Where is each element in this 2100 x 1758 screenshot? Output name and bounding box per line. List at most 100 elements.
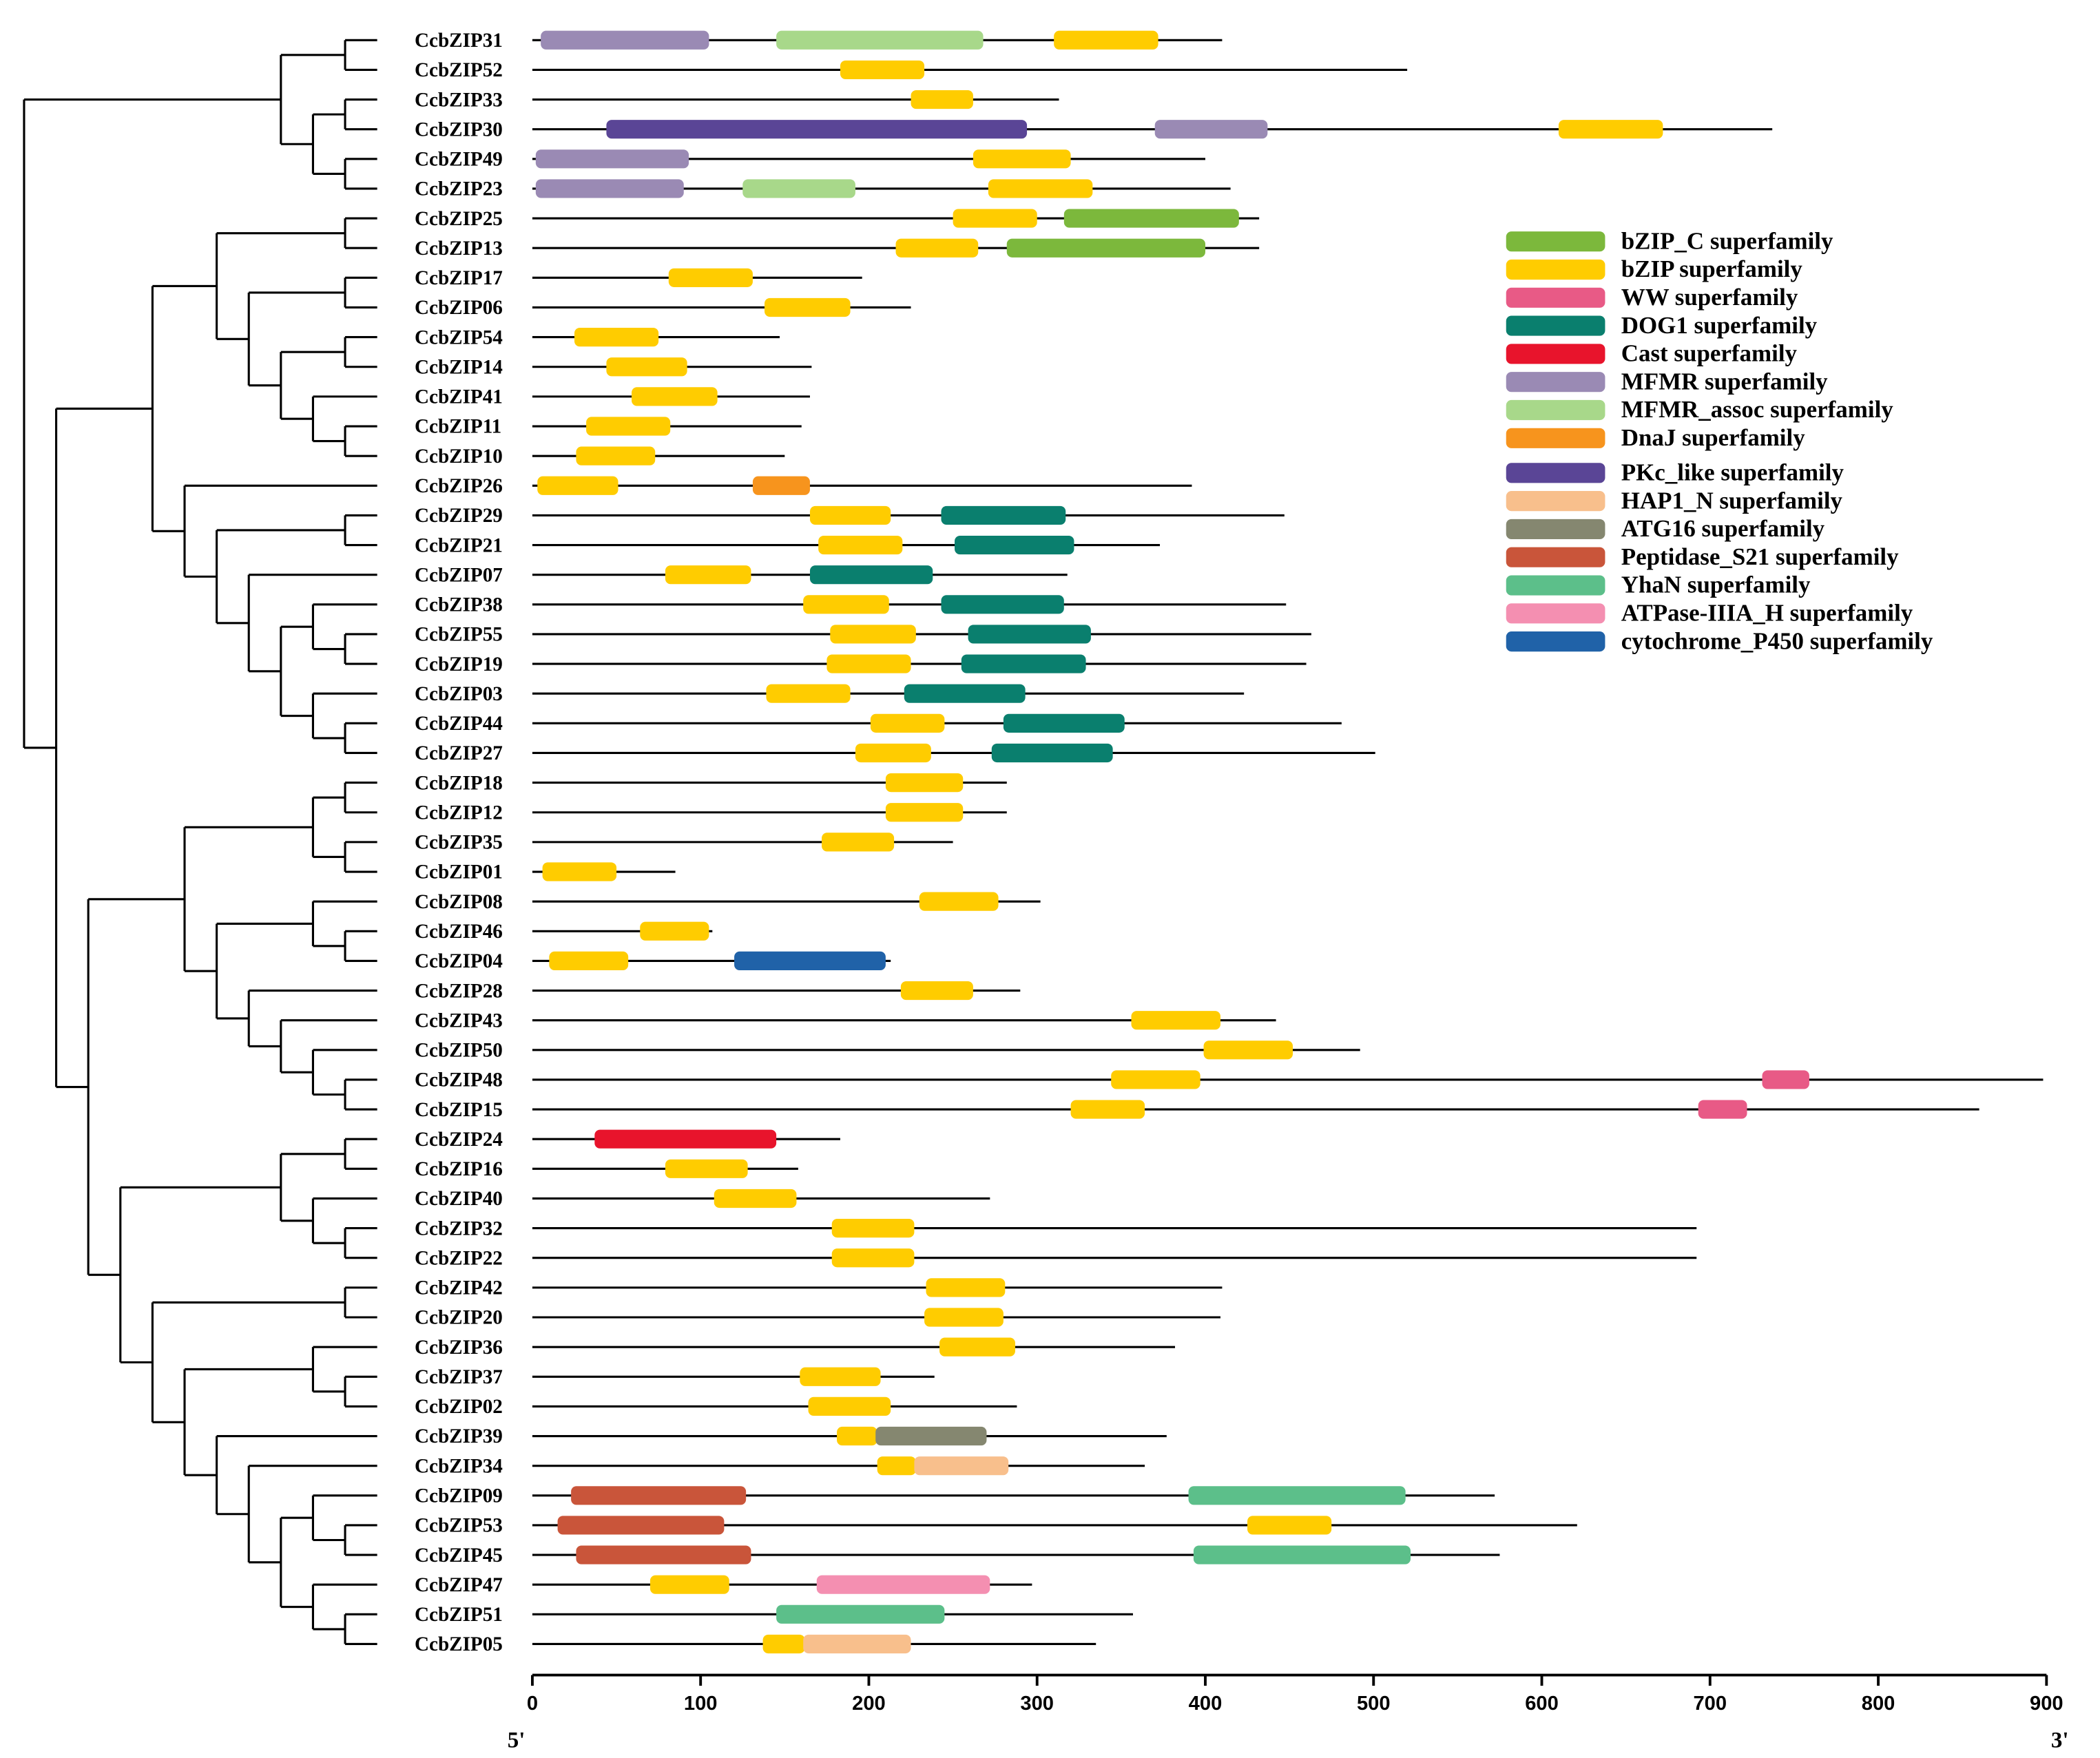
domain-box <box>1762 1070 1809 1089</box>
protein-structures <box>532 30 2044 1654</box>
domain-box <box>765 297 851 317</box>
gene-label: CcbZIP03 <box>415 683 503 705</box>
protein-row <box>532 1129 840 1149</box>
domain-box <box>541 30 709 50</box>
domain-box <box>988 179 1093 198</box>
gene-label: CcbZIP28 <box>415 980 503 1002</box>
domain-box <box>831 1219 915 1238</box>
protein-row <box>532 565 1068 585</box>
protein-row <box>532 1634 1096 1654</box>
gene-label: CcbZIP46 <box>415 921 503 943</box>
legend-swatch <box>1506 372 1605 393</box>
gene-label: CcbZIP19 <box>415 653 503 676</box>
domain-box <box>742 179 855 198</box>
gene-label: CcbZIP48 <box>415 1069 503 1091</box>
domain-box <box>830 625 916 644</box>
gene-label: CcbZIP29 <box>415 505 503 527</box>
gene-label: CcbZIP49 <box>415 149 503 171</box>
legend-label: ATG16 superfamily <box>1621 515 1825 542</box>
protein-row <box>532 595 1287 614</box>
domain-box <box>926 1278 1006 1297</box>
protein-row <box>532 1070 2044 1089</box>
domain-box <box>549 951 629 971</box>
protein-row <box>532 1575 1032 1594</box>
gene-label: CcbZIP32 <box>415 1217 503 1239</box>
protein-row <box>532 60 1408 80</box>
domain-box <box>895 238 979 258</box>
domain-box <box>953 209 1037 228</box>
domain-box <box>535 179 684 198</box>
gene-label: CcbZIP41 <box>415 386 503 408</box>
domain-box <box>877 1456 916 1476</box>
phylogenetic-tree <box>23 39 377 1646</box>
domain-box <box>816 1575 990 1594</box>
protein-row <box>532 1189 990 1208</box>
domain-box <box>919 892 999 911</box>
gene-label: CcbZIP54 <box>415 326 503 348</box>
domain-box <box>822 833 895 852</box>
domain-box <box>1193 1545 1411 1565</box>
gene-label: CcbZIP15 <box>415 1099 503 1121</box>
protein-row <box>532 981 1021 1001</box>
protein-row <box>532 387 810 406</box>
gene-label: CcbZIP12 <box>415 802 503 824</box>
domain-box <box>734 951 886 971</box>
legend-label: ATPase-IIIA_H superfamily <box>1621 600 1913 627</box>
domain-box <box>885 773 964 793</box>
gene-label: CcbZIP50 <box>415 1040 503 1062</box>
gene-label: CcbZIP39 <box>415 1425 503 1447</box>
domain-box <box>535 149 689 169</box>
domain-box <box>800 1367 881 1386</box>
legend-swatch <box>1506 231 1605 252</box>
legend-label: MFMR_assoc superfamily <box>1621 396 1894 423</box>
legend-label: HAP1_N superfamily <box>1621 487 1843 514</box>
protein-row <box>532 1604 1133 1624</box>
protein-row <box>532 357 812 377</box>
domain-box <box>586 417 671 436</box>
legend-label: DnaJ superfamily <box>1621 424 1805 451</box>
protein-row <box>532 862 676 881</box>
domain-box <box>900 981 973 1001</box>
legend-label: Peptidase_S21 superfamily <box>1621 543 1899 570</box>
protein-row <box>532 1486 1495 1505</box>
domain-box <box>542 862 617 881</box>
gene-label: CcbZIP14 <box>415 356 503 378</box>
domain-box <box>665 565 751 585</box>
domain-box <box>809 565 933 585</box>
x-tick-label: 700 <box>1693 1693 1727 1715</box>
domain-box <box>606 120 1028 139</box>
gene-label: CcbZIP21 <box>415 534 503 556</box>
x-axis-start-label: 5' <box>508 1728 526 1752</box>
domain-box <box>831 1248 915 1268</box>
legend-swatch <box>1506 491 1605 512</box>
domain-box <box>632 387 718 406</box>
protein-row <box>532 238 1260 258</box>
gene-label: CcbZIP44 <box>415 713 503 735</box>
x-tick-label: 500 <box>1357 1693 1391 1715</box>
legend-swatch <box>1506 259 1605 280</box>
domain-box <box>1247 1516 1332 1535</box>
gene-label: CcbZIP42 <box>415 1277 503 1299</box>
gene-label: CcbZIP55 <box>415 624 503 646</box>
domain-box <box>594 1129 777 1149</box>
domain-box <box>1698 1100 1747 1119</box>
legend-swatch <box>1506 399 1605 421</box>
protein-row <box>532 713 1342 733</box>
protein-row <box>532 1100 1979 1119</box>
domain-box <box>776 30 984 50</box>
protein-row <box>532 535 1161 555</box>
gene-label: CcbZIP04 <box>415 950 503 972</box>
domain-box <box>557 1516 725 1535</box>
gene-label: CcbZIP13 <box>415 238 503 260</box>
gene-label: CcbZIP17 <box>415 267 503 289</box>
legend-swatch <box>1506 344 1605 364</box>
gene-label: CcbZIP05 <box>415 1633 503 1655</box>
protein-row <box>532 773 1007 793</box>
gene-label: CcbZIP27 <box>415 742 503 764</box>
gene-label: CcbZIP02 <box>415 1396 503 1418</box>
legend-label: DOG1 superfamily <box>1621 312 1818 339</box>
domain-box <box>1063 209 1239 228</box>
domain-box <box>808 1396 891 1416</box>
gene-label: CcbZIP24 <box>415 1129 503 1151</box>
